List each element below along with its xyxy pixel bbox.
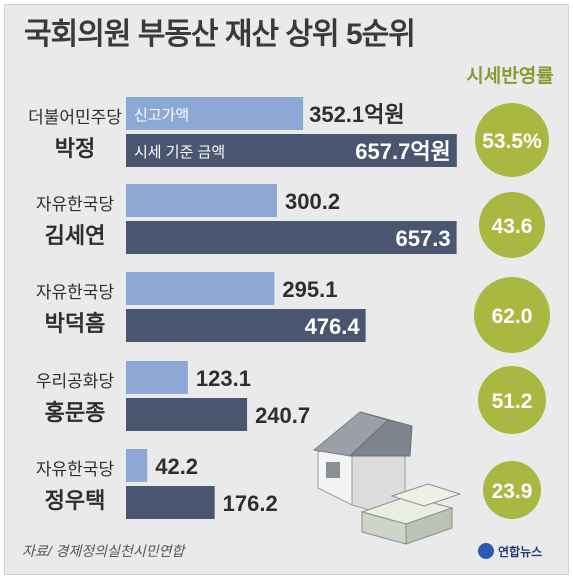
market-bar [126, 309, 366, 342]
market-bar [126, 221, 457, 254]
declared-bar [126, 449, 148, 482]
party-label: 우리공화당 [36, 372, 115, 391]
credit-text: 연합뉴스 [498, 544, 542, 559]
market-value-label: 657.7억원 [355, 139, 451, 164]
rate-circle [478, 366, 546, 434]
rate-circle [479, 192, 545, 258]
chart-title: 국회의원 부동산 재산 상위 5순위 [24, 18, 415, 51]
declared-value-label: 42.2 [155, 454, 198, 479]
member-name: 박덕흠 [45, 311, 106, 336]
rate-circle [483, 461, 541, 519]
party-label: 자유한국당 [36, 195, 115, 214]
rate-value: 43.6 [492, 215, 533, 238]
member-name: 박정 [55, 136, 95, 161]
declared-value-label: 123.1 [196, 366, 251, 391]
party-label: 자유한국당 [36, 283, 115, 302]
market-value-label: 176.2 [223, 491, 278, 516]
rate-value: 53.5% [482, 130, 542, 153]
rate-value: 23.9 [492, 480, 533, 503]
rate-value: 51.2 [492, 390, 533, 413]
market-value-label: 657.3 [396, 226, 451, 251]
source-note: 자료/ 경제정의실천시민연합 [22, 543, 186, 559]
declared-value-label: 295.1 [282, 277, 337, 302]
market-value-label: 476.4 [305, 314, 361, 339]
house-window [326, 462, 340, 478]
member-name: 김세연 [45, 223, 106, 248]
rate-column-header: 시세반영률 [466, 65, 553, 87]
declared-value-label: 300.2 [285, 189, 340, 214]
market-bar [126, 398, 248, 431]
declared-bar [126, 184, 278, 217]
market-value-label: 240.7 [255, 403, 310, 428]
rate-value: 62.0 [492, 305, 533, 328]
declared-value-label: 352.1억원 [309, 102, 405, 127]
money-illustration [360, 483, 462, 545]
declared-bar [126, 361, 188, 394]
credit-logo-icon [478, 543, 494, 559]
rate-circle [474, 277, 550, 353]
declared-bar [126, 97, 304, 130]
market-bar [126, 134, 457, 167]
house-illustration [312, 411, 413, 521]
declared-bar-label: 신고가액 [134, 107, 189, 124]
rate-circle [475, 103, 549, 177]
money-stack-front [405, 507, 453, 545]
money-bill [390, 483, 462, 507]
party-label: 자유한국당 [36, 460, 115, 479]
house-roof-right [348, 411, 413, 457]
member-name: 정우택 [45, 488, 106, 513]
party-label: 더불어민주당 [28, 108, 122, 127]
member-name: 홍문종 [45, 400, 106, 425]
market-bar [126, 486, 215, 519]
declared-bar [126, 272, 275, 305]
market-bar-label: 시세 기준 금액 [134, 144, 225, 161]
